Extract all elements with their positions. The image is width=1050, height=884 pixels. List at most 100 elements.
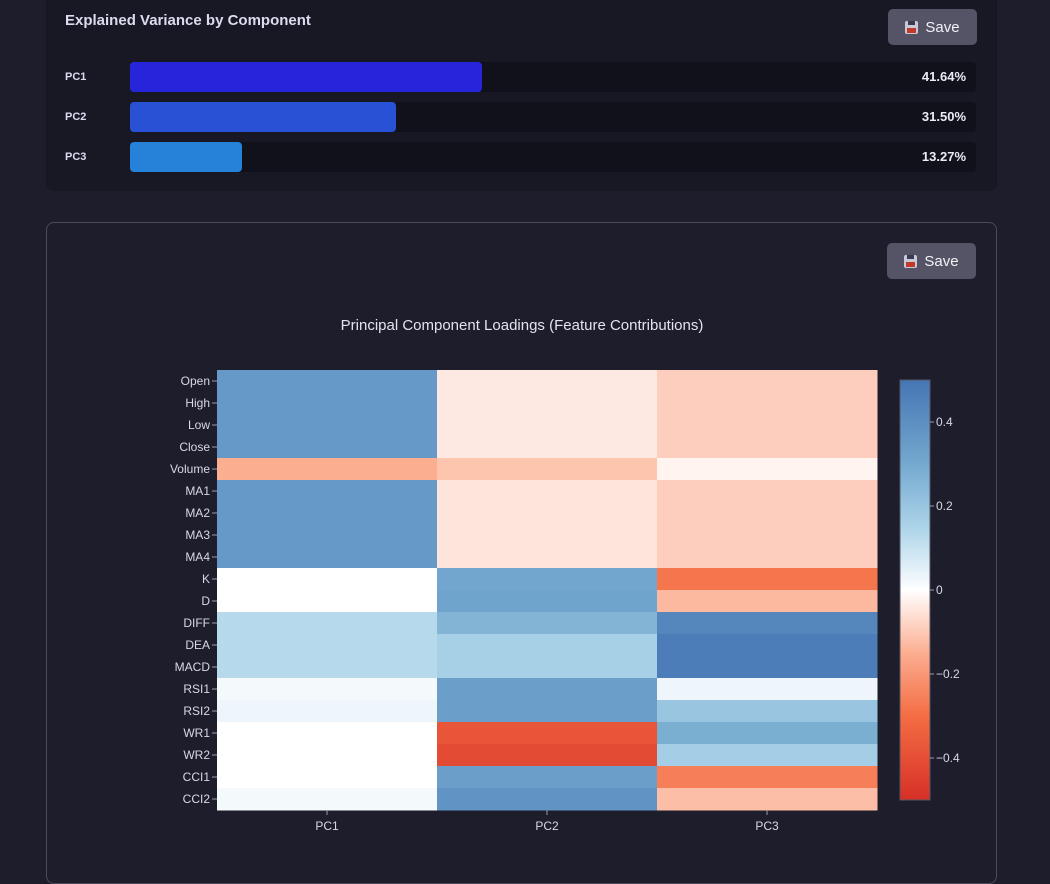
y-tick-label: High [185, 396, 210, 410]
variance-row-pc1: PC1 41.64% [65, 62, 976, 92]
y-tick-label: Close [179, 440, 210, 454]
heatmap-cell [217, 480, 438, 503]
heatmap-cell [217, 590, 438, 613]
y-tick-label: Open [181, 374, 210, 388]
heatmap-cell [437, 590, 658, 613]
variance-card-title: Explained Variance by Component [65, 12, 311, 29]
variance-label: PC2 [65, 111, 87, 123]
heatmap-cell [657, 700, 878, 723]
variance-track: 31.50% [130, 102, 976, 132]
heatmap-cell [437, 480, 658, 503]
heatmap-cell [217, 568, 438, 591]
heatmap-cell [437, 392, 658, 415]
chart-title: Principal Component Loadings (Feature Co… [341, 317, 704, 334]
heatmap-cell [437, 656, 658, 679]
colorbar-tick-label: 0.2 [936, 499, 953, 513]
colorbar-tick-label: −0.4 [936, 751, 960, 765]
heatmap-cell [657, 392, 878, 415]
heatmap-cell [657, 524, 878, 547]
colorbar [899, 379, 931, 801]
variance-fill [130, 142, 243, 172]
heatmap-save-button[interactable]: Save [887, 243, 976, 279]
y-tick-label: WR1 [183, 726, 210, 740]
heatmap-cell [437, 524, 658, 547]
heatmap-cell [437, 458, 658, 481]
variance-save-button[interactable]: Save [888, 9, 977, 45]
heatmap-cell [437, 502, 658, 525]
heatmap-cell [437, 744, 658, 767]
y-tick-label: K [202, 572, 210, 586]
y-tick-label: RSI1 [183, 682, 210, 696]
variance-value: 31.50% [921, 109, 966, 124]
colorbar-tick-label: 0 [936, 583, 943, 597]
heatmap-cell [657, 568, 878, 591]
y-tick-label: WR2 [183, 748, 210, 762]
heatmap-cell [217, 546, 438, 569]
x-tick-label: PC2 [535, 819, 559, 833]
heatmap-cell [437, 370, 658, 393]
variance-label: PC1 [65, 71, 87, 83]
heatmap-cell [217, 612, 438, 635]
variance-row-pc2: PC2 31.50% [65, 102, 976, 132]
heatmap-cell [217, 458, 438, 481]
y-tick-label: Volume [170, 462, 210, 476]
y-tick-label: DEA [185, 638, 210, 652]
loadings-heatmap: Principal Component Loadings (Feature Co… [170, 317, 960, 833]
variance-track: 41.64% [130, 62, 976, 92]
heatmap-cell [437, 568, 658, 591]
y-tick-label: MA3 [185, 528, 210, 542]
heatmap-cell [437, 766, 658, 789]
heatmap-cell [437, 722, 658, 745]
heatmap-cell [217, 634, 438, 657]
save-label: Save [924, 252, 959, 270]
heatmap-cell [217, 502, 438, 525]
y-tick-label: Low [188, 418, 210, 432]
variance-value: 41.64% [921, 69, 966, 84]
y-tick-label: CCI1 [183, 770, 211, 784]
heatmap-cell [437, 546, 658, 569]
heatmap-cell [217, 414, 438, 437]
heatmap-cell [657, 656, 878, 679]
y-tick-label: RSI2 [183, 704, 210, 718]
heatmap-cell [437, 414, 658, 437]
variance-card: Explained Variance by Component Save PC1… [46, 0, 997, 191]
heatmap-cell [657, 370, 878, 393]
colorbar-tick-label: −0.2 [936, 667, 960, 681]
heatmap-cell [657, 414, 878, 437]
heatmap-cell [437, 436, 658, 459]
heatmap-cell [657, 612, 878, 635]
colorbar-tick-label: 0.4 [936, 415, 953, 429]
heatmap-cell [437, 634, 658, 657]
save-label: Save [925, 18, 960, 36]
heatmap-cell [437, 612, 658, 635]
variance-label: PC3 [65, 151, 87, 163]
variance-row-pc3: PC3 13.27% [65, 142, 976, 172]
heatmap-cell [217, 744, 438, 767]
heatmap-cell [437, 678, 658, 701]
y-tick-label: DIFF [183, 616, 210, 630]
heatmap-cell [217, 436, 438, 459]
variance-fill [130, 62, 483, 92]
heatmap-cell [437, 788, 658, 811]
x-tick-label: PC1 [315, 819, 339, 833]
heatmap-cell [217, 656, 438, 679]
heatmap-cell [217, 370, 438, 393]
heatmap-cell [657, 744, 878, 767]
heatmap-cell [657, 634, 878, 657]
x-tick-label: PC3 [755, 819, 779, 833]
heatmap-cell [657, 502, 878, 525]
heatmap-cell [657, 678, 878, 701]
y-tick-label: D [201, 594, 210, 608]
heatmap-cell [217, 700, 438, 723]
y-tick-label: MA4 [185, 550, 210, 564]
heatmap-cell [657, 436, 878, 459]
heatmap-cell [217, 524, 438, 547]
heatmap-cell [657, 458, 878, 481]
heatmap-cell [217, 766, 438, 789]
heatmap-cell [657, 766, 878, 789]
heatmap-cell [437, 700, 658, 723]
floppy-disk-icon [905, 20, 919, 34]
floppy-disk-icon [904, 254, 918, 268]
heatmap-cell [657, 546, 878, 569]
heatmap-cell [657, 590, 878, 613]
